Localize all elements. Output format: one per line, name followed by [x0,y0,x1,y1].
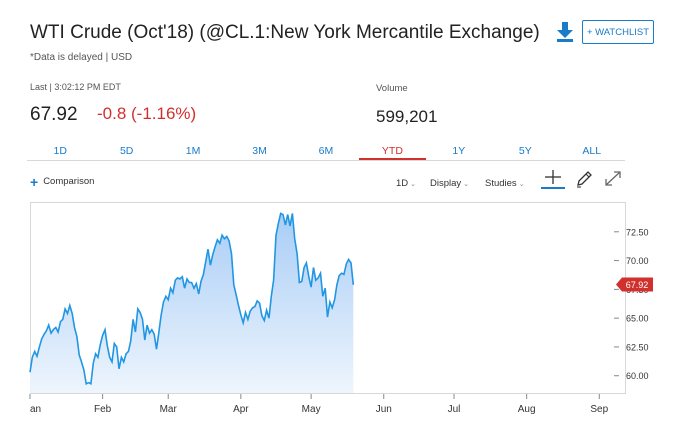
price-change: -0.8 (-1.16%) [97,104,197,123]
x-tick-label: Aug [518,404,536,415]
last-value-badge [616,277,653,292]
chevron-down-icon: ⌄ [518,181,525,188]
last-value-label: 67.92 [626,280,649,290]
interval-label: 1D [396,178,409,189]
data-delay-note: *Data is delayed | USD [30,52,133,63]
expand-icon[interactable] [601,168,625,190]
studies-dropdown[interactable]: Studies ⌄ [485,178,525,189]
display-label: Display [430,178,462,189]
x-tick-label: Sep [590,404,608,415]
watchlist-button[interactable]: + WATCHLIST [582,20,654,44]
x-tick-label: May [302,404,321,415]
chevron-down-icon: ⌄ [463,181,470,188]
tab-all[interactable]: ALL [582,145,602,157]
x-tick-label: Feb [94,404,112,415]
volume-label: Volume [376,83,408,94]
tab-ytd[interactable]: YTD [359,143,426,160]
pencil-icon[interactable] [573,168,597,190]
y-tick-label: 72.50 [626,227,649,237]
interval-dropdown[interactable]: 1D ⌄ [396,178,416,189]
x-tick-label: Apr [233,404,249,415]
x-tick-label: an [30,404,41,415]
display-dropdown[interactable]: Display ⌄ [430,178,469,189]
x-tick-label: Jul [448,404,461,415]
y-tick-label: 62.50 [626,342,649,352]
comparison-label: Comparison [43,176,95,187]
comparison-button[interactable]: + Comparison [30,173,95,190]
price-line [29,212,355,386]
crosshair-icon[interactable] [541,168,565,190]
range-tabs: 1D 5D 1M 3M 6M YTD 1Y 5Y ALL [27,143,625,161]
price-chart-frame [30,202,626,394]
studies-label: Studies [485,178,517,189]
plus-icon: + [30,173,39,190]
tab-5d[interactable]: 5D [119,145,134,157]
tab-1m[interactable]: 1M [185,145,201,157]
y-tick-label: 70.00 [626,256,649,266]
price-area [30,213,354,393]
tab-1d[interactable]: 1D [53,145,67,157]
y-tick-label: 65.00 [626,314,649,324]
tab-3m[interactable]: 3M [252,145,267,157]
last-price: 67.92 [30,104,78,125]
chevron-down-icon: ⌄ [410,181,417,188]
download-icon[interactable] [556,22,574,42]
last-trade-time: Last | 3:02:12 PM EDT [30,82,121,92]
page-title: WTI Crude (Oct'18) (@CL.1:New York Merca… [30,22,540,43]
tab-1y[interactable]: 1Y [452,145,466,157]
x-tick-label: Jun [376,404,392,415]
y-tick-label: 60.00 [626,371,649,381]
volume-value: 599,201 [376,107,438,126]
tab-6m[interactable]: 6M [318,145,334,157]
tab-5y[interactable]: 5Y [518,145,532,157]
x-tick-label: Mar [160,404,178,415]
